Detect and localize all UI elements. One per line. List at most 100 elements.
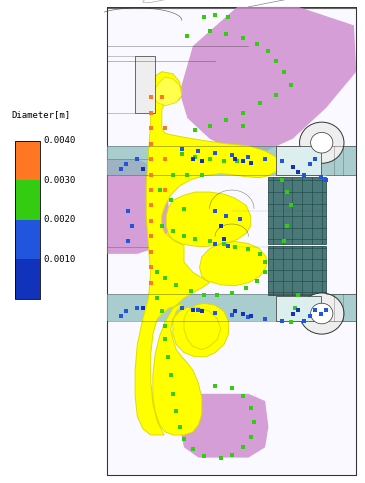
Point <box>148 125 154 132</box>
Point <box>148 279 154 286</box>
Point <box>296 168 301 175</box>
Text: 0.0040: 0.0040 <box>44 136 76 145</box>
Point <box>229 289 235 297</box>
Point <box>212 11 218 19</box>
Circle shape <box>300 122 344 163</box>
Point <box>154 269 160 276</box>
Point <box>134 156 140 163</box>
Point <box>118 166 124 173</box>
Point <box>123 308 129 315</box>
Point <box>248 433 254 441</box>
Point <box>226 14 231 21</box>
Polygon shape <box>180 394 268 457</box>
Point <box>221 236 227 243</box>
Point <box>246 313 251 321</box>
Point <box>221 240 227 247</box>
Point <box>168 197 174 204</box>
Point <box>246 153 251 161</box>
Bar <box>276 146 320 175</box>
Bar <box>107 146 356 175</box>
Text: 0.0020: 0.0020 <box>44 215 76 225</box>
Point <box>162 274 168 282</box>
Point <box>188 287 193 295</box>
Bar <box>15 141 40 299</box>
Point <box>196 307 201 314</box>
Point <box>207 27 212 34</box>
Polygon shape <box>153 77 182 106</box>
Point <box>229 384 235 392</box>
Point <box>212 309 218 316</box>
Circle shape <box>300 293 344 334</box>
Point <box>307 160 312 168</box>
Point <box>173 281 179 288</box>
Point <box>190 156 196 163</box>
Point <box>232 156 238 163</box>
Point <box>148 263 154 271</box>
Point <box>223 212 229 220</box>
Point <box>254 40 260 48</box>
Point <box>223 30 229 38</box>
Point <box>251 418 257 426</box>
Point <box>199 157 205 165</box>
Point <box>207 238 212 245</box>
Point <box>288 201 293 209</box>
Point <box>179 150 185 158</box>
Point <box>179 304 185 312</box>
Point <box>281 238 287 245</box>
Bar <box>15 259 40 299</box>
Point <box>126 207 131 214</box>
Point <box>126 238 131 245</box>
Point <box>248 159 254 167</box>
Point <box>318 173 323 181</box>
Point <box>201 452 207 459</box>
Point <box>166 353 172 361</box>
Point <box>159 94 165 101</box>
Point <box>288 81 293 89</box>
Point <box>229 151 235 159</box>
Point <box>234 157 240 165</box>
Point <box>312 307 318 314</box>
Point <box>207 156 212 163</box>
Point <box>207 122 212 130</box>
Point <box>262 269 268 276</box>
Point <box>154 294 160 302</box>
Point <box>162 335 168 343</box>
Point <box>159 308 165 315</box>
Point <box>284 222 290 230</box>
Point <box>192 153 198 161</box>
Point <box>240 392 246 400</box>
Point <box>240 310 246 317</box>
Bar <box>276 296 320 321</box>
Bar <box>135 57 155 113</box>
Point <box>262 315 268 323</box>
Bar <box>15 220 40 259</box>
Bar <box>15 180 40 220</box>
Point <box>226 242 231 250</box>
Point <box>240 34 246 42</box>
Point <box>273 91 279 99</box>
Point <box>184 171 190 179</box>
Point <box>148 232 154 240</box>
Point <box>218 222 224 230</box>
Point <box>288 318 293 326</box>
Point <box>323 307 329 314</box>
Point <box>257 99 262 106</box>
Point <box>190 445 196 453</box>
Bar <box>107 294 356 321</box>
Point <box>240 109 246 117</box>
Point <box>248 404 254 412</box>
Point <box>257 250 262 258</box>
Point <box>168 371 174 379</box>
Point <box>140 166 146 173</box>
Point <box>246 245 251 253</box>
Point <box>240 122 246 130</box>
Point <box>162 125 168 132</box>
Point <box>296 307 301 314</box>
Point <box>148 201 154 209</box>
Point <box>170 171 176 179</box>
Point <box>232 243 238 251</box>
Point <box>229 451 235 458</box>
Point <box>118 312 124 319</box>
Point <box>318 310 323 317</box>
Point <box>240 157 246 165</box>
